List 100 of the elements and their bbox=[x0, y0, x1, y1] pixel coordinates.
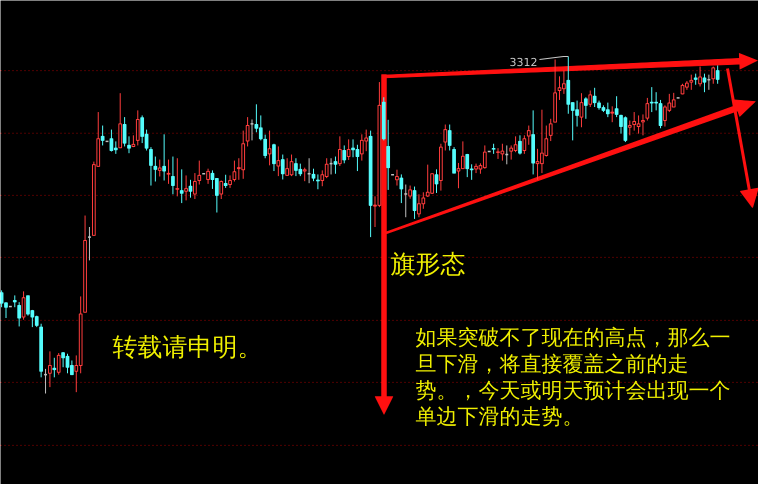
candlestick bbox=[294, 158, 298, 177]
candlestick bbox=[312, 168, 316, 182]
candlestick bbox=[689, 74, 694, 90]
candlestick bbox=[645, 97, 650, 121]
annotation: 如果突破不了现在的高点，那么一旦下滑，将直接覆盖之前的走势。，今天或明天预计会出现一个单边下滑的走势。 bbox=[416, 326, 730, 429]
candlestick bbox=[641, 114, 645, 136]
candlestick bbox=[338, 136, 342, 166]
candlestick bbox=[334, 156, 338, 174]
candlestick bbox=[452, 146, 456, 174]
candlestick bbox=[522, 134, 526, 154]
candlestick bbox=[610, 106, 614, 123]
candlestick bbox=[17, 302, 22, 327]
candlestick bbox=[575, 100, 579, 128]
candlestick bbox=[276, 146, 280, 177]
candlestick bbox=[324, 158, 329, 179]
candlestick bbox=[100, 125, 104, 146]
candlestick bbox=[56, 352, 61, 376]
candlestick bbox=[658, 99, 662, 129]
candlestick bbox=[302, 167, 307, 182]
candlestick bbox=[136, 110, 140, 146]
candlestick bbox=[48, 350, 52, 388]
candlestick bbox=[426, 164, 430, 198]
candlestick bbox=[188, 179, 192, 198]
candlestick bbox=[166, 159, 170, 184]
candlestick bbox=[448, 124, 452, 151]
candlestick bbox=[417, 194, 421, 218]
candlestick bbox=[316, 174, 320, 190]
candlestick bbox=[460, 140, 465, 170]
candlestick bbox=[386, 119, 390, 190]
candlestick bbox=[127, 136, 131, 154]
candlestick bbox=[162, 134, 166, 181]
candlestick bbox=[258, 114, 263, 141]
candlestick bbox=[26, 294, 30, 316]
candlestick bbox=[694, 73, 698, 86]
candlestick bbox=[465, 153, 470, 178]
candlestick bbox=[184, 174, 188, 201]
candlestick bbox=[22, 290, 26, 320]
candlestick bbox=[614, 96, 618, 118]
candlestick bbox=[518, 134, 522, 156]
candlestick bbox=[636, 114, 640, 134]
candlestick bbox=[250, 118, 254, 141]
candlestick bbox=[514, 136, 518, 153]
candlestick bbox=[434, 168, 438, 194]
candlestick bbox=[263, 134, 268, 159]
candlestick bbox=[158, 159, 162, 177]
candlestick bbox=[364, 129, 368, 152]
candlestick bbox=[492, 143, 496, 154]
candlestick bbox=[268, 130, 272, 166]
candlestick bbox=[443, 124, 448, 151]
candlestick bbox=[509, 144, 514, 160]
candlestick bbox=[175, 158, 180, 197]
candlestick bbox=[298, 163, 302, 177]
candlestick bbox=[171, 156, 175, 195]
annotation: 转载请申明。 bbox=[112, 332, 262, 362]
candlestick bbox=[395, 169, 399, 186]
candlestick bbox=[342, 144, 346, 164]
candlestick bbox=[228, 174, 232, 188]
candlestick bbox=[206, 168, 210, 184]
candlestick bbox=[632, 112, 636, 132]
candlestick bbox=[628, 120, 632, 136]
candlestick bbox=[548, 118, 553, 142]
candlestick bbox=[346, 138, 350, 160]
candlestick bbox=[408, 185, 412, 200]
candlestick bbox=[224, 174, 228, 188]
candlestick bbox=[219, 180, 224, 200]
candlestick bbox=[180, 168, 184, 204]
candlestick bbox=[232, 160, 236, 182]
candlestick bbox=[650, 86, 654, 113]
candlestick bbox=[114, 140, 118, 154]
candlestick bbox=[702, 73, 706, 93]
candlestick bbox=[399, 174, 404, 204]
candlestick bbox=[526, 125, 531, 146]
candlestick bbox=[482, 144, 487, 170]
candlestick bbox=[122, 116, 126, 147]
candlestick bbox=[716, 65, 720, 84]
annotation: 旗形态 bbox=[390, 250, 466, 278]
candlestick bbox=[430, 172, 434, 194]
candlestick bbox=[566, 56, 570, 114]
candlestick bbox=[584, 96, 588, 120]
annotation: 3312 bbox=[510, 56, 538, 69]
candlestick bbox=[592, 87, 597, 108]
candlestick bbox=[246, 116, 250, 147]
candlestick bbox=[711, 66, 716, 84]
candlestick bbox=[272, 143, 276, 172]
candlestick bbox=[12, 294, 17, 308]
candlestick bbox=[280, 154, 285, 180]
candlestick bbox=[197, 160, 202, 186]
candlestick bbox=[672, 92, 676, 108]
candlestick bbox=[52, 357, 56, 378]
candlestick bbox=[580, 92, 584, 128]
candlestick bbox=[153, 156, 158, 182]
candlestick bbox=[360, 134, 364, 162]
candlestick bbox=[606, 102, 610, 118]
candlestick bbox=[193, 172, 197, 200]
candlestick bbox=[412, 186, 416, 220]
candlestick bbox=[588, 90, 592, 108]
candlestick bbox=[110, 129, 114, 152]
candlestick bbox=[290, 154, 294, 177]
candlestick bbox=[698, 66, 702, 87]
candlestick bbox=[118, 92, 122, 148]
